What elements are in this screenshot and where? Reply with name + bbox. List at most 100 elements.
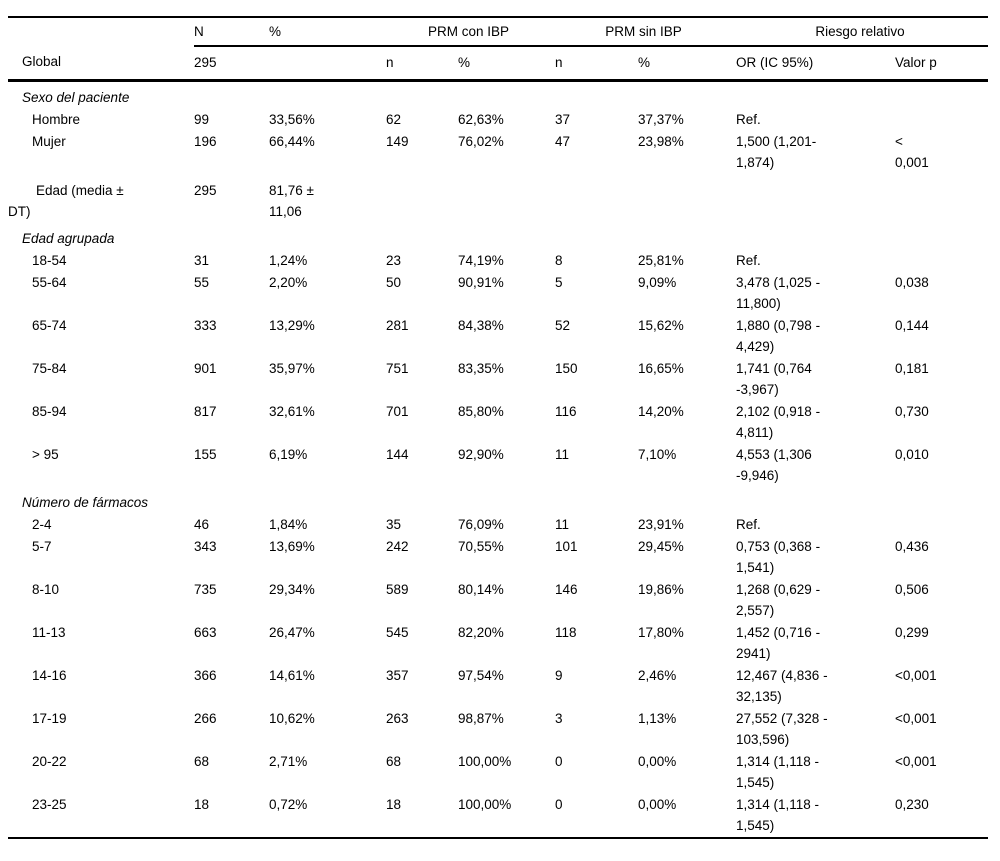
- cell-pct2: 16,65%: [638, 361, 684, 376]
- cell-pct2: 1,13%: [638, 711, 677, 726]
- header-n1: n: [386, 46, 458, 82]
- cell-n: 901: [194, 361, 217, 376]
- cell-pct2: 0,00%: [638, 794, 736, 839]
- cell-n: 31: [194, 253, 210, 268]
- data-row: 2-4 46 1,84% 35 76,09% 11 23,91% Ref.: [8, 514, 988, 536]
- data-row: 75-84 901 35,97% 751 83,35% 150 16,65% 1,741 (0…: [8, 358, 988, 401]
- cell-pct1: 76,09%: [458, 517, 504, 532]
- cell-or: [736, 174, 895, 223]
- cell-n2: 9: [555, 668, 563, 683]
- cell-label: Sexo del paciente: [22, 90, 130, 105]
- cell-or: 1,741 (0,764 -3,967): [736, 361, 812, 397]
- cell-or: 1,314 (1,118 - 1,545): [736, 794, 895, 839]
- cell-n: 817: [194, 404, 217, 419]
- header-global-label: Global: [8, 46, 194, 82]
- cell-label: 55-64: [32, 275, 67, 290]
- section-row: Sexo del paciente: [8, 81, 988, 110]
- cell-n: 99: [194, 112, 210, 127]
- cell-pct1: 92,90%: [458, 447, 504, 462]
- data-row: 14-16 366 14,61% 357 97,54% 9 2,46% 12,467 (4,8…: [8, 665, 988, 708]
- cell-label: Edad agrupada: [22, 231, 115, 246]
- cell-pct1: 82,20%: [458, 625, 504, 640]
- cell-n1: 35: [386, 517, 402, 532]
- cell-pct: 2,71%: [269, 754, 308, 769]
- cell-n: 735: [194, 582, 217, 597]
- cell-pct2: [638, 223, 736, 250]
- header-n2: n: [555, 46, 638, 82]
- data-row: 11-13 663 26,47% 545 82,20% 118 17,80% 1,452 (0…: [8, 622, 988, 665]
- cell-n2: 118: [555, 625, 577, 640]
- results-table: N % PRM con IBP PRM sin IBP Riesgo relat…: [8, 16, 989, 839]
- cell-pct1: [458, 81, 555, 110]
- cell-label: > 95: [32, 447, 59, 462]
- cell-pct2: 9,09%: [638, 275, 677, 290]
- cell-or: Ref.: [736, 253, 761, 268]
- cell-label: 2-4: [32, 517, 52, 532]
- cell-p: 0,181: [895, 361, 929, 376]
- cell-n2: 150: [555, 361, 578, 376]
- cell-pct1: 84,38%: [458, 318, 504, 333]
- cell-n1: 149: [386, 134, 409, 149]
- cell-n: 663: [194, 625, 217, 640]
- cell-or: 1,268 (0,629 - 2,557): [736, 582, 821, 618]
- cell-pct2: 23,91%: [638, 517, 684, 532]
- cell-or: [736, 81, 895, 110]
- cell-pct1: 83,35%: [458, 361, 504, 376]
- cell-n2: [555, 223, 638, 250]
- cell-or: 27,552 (7,328 - 103,596): [736, 711, 828, 747]
- header-pct2: %: [638, 46, 736, 82]
- cell-pct2: 7,10%: [638, 447, 677, 462]
- data-row: Mujer 196 66,44% 149 76,02% 47 23,98% 1,500 (1,…: [8, 131, 988, 174]
- cell-pct2: 19,86%: [638, 582, 684, 597]
- cell-label: 23-25: [8, 794, 194, 839]
- cell-or: Ref.: [736, 112, 761, 127]
- cell-or: Ref.: [736, 517, 761, 532]
- header-spacer-cell: [8, 16, 194, 46]
- global-header-row: Global 295 n % n % OR (IC 95%) Valor p: [8, 46, 989, 82]
- cell-n: [194, 487, 269, 514]
- data-row: 17-19 266 10,62% 263 98,87% 3 1,13% 27,552 (7,3…: [8, 708, 988, 751]
- cell-p: 0,436: [895, 539, 929, 554]
- cell-p: [895, 109, 988, 131]
- cell-n1: [386, 81, 458, 110]
- cell-pct: 1,24%: [269, 253, 308, 268]
- cell-n: 343: [194, 539, 217, 554]
- cell-pct: 0,72%: [269, 794, 386, 839]
- cell-n: [194, 81, 269, 110]
- cell-label: 85-94: [32, 404, 67, 419]
- global-n-value: 295: [194, 46, 269, 82]
- cell-n1: 751: [386, 361, 409, 376]
- cell-pct: 35,97%: [269, 361, 315, 376]
- cell-or: [736, 487, 895, 514]
- cell-n: 68: [194, 754, 210, 769]
- cell-label: 5-7: [32, 539, 52, 554]
- cell-pct1: [458, 174, 555, 223]
- cell-n: 46: [194, 517, 210, 532]
- cell-pct: 32,61%: [269, 404, 315, 419]
- cell-pct2: [638, 174, 736, 223]
- cell-pct: 13,29%: [269, 318, 315, 333]
- cell-p: [895, 487, 988, 514]
- cell-n2: 37: [555, 112, 571, 127]
- cell-n1: 263: [386, 711, 409, 726]
- data-row: 55-64 55 2,20% 50 90,91% 5 9,09% 3,478 (1,025 -…: [8, 272, 988, 315]
- cell-p: 0,230: [895, 794, 989, 839]
- table-body: Sexo del paciente Hombre 99 33,56% 62 62,63% 3…: [8, 81, 989, 839]
- cell-p: [895, 174, 988, 223]
- cell-n1: 545: [386, 625, 409, 640]
- cell-pct2: [638, 81, 736, 110]
- header-or-ic95: OR (IC 95%): [736, 46, 895, 82]
- cell-pct1: 100,00%: [458, 754, 512, 769]
- cell-pct: 13,69%: [269, 539, 315, 554]
- header-prm-con-ibp: PRM con IBP: [386, 16, 555, 47]
- cell-n: [194, 223, 269, 250]
- cell-pct: 26,47%: [269, 625, 315, 640]
- cell-label: 65-74: [32, 318, 67, 333]
- cell-n1: 242: [386, 539, 409, 554]
- data-row: Edad (media ± DT) 295 81,76 ± 11,06: [8, 174, 988, 223]
- cell-n2: 52: [555, 318, 571, 333]
- cell-n2: [555, 487, 638, 514]
- cell-pct1: 98,87%: [458, 711, 504, 726]
- cell-pct2: 17,80%: [638, 625, 684, 640]
- cell-pct: 33,56%: [269, 112, 315, 127]
